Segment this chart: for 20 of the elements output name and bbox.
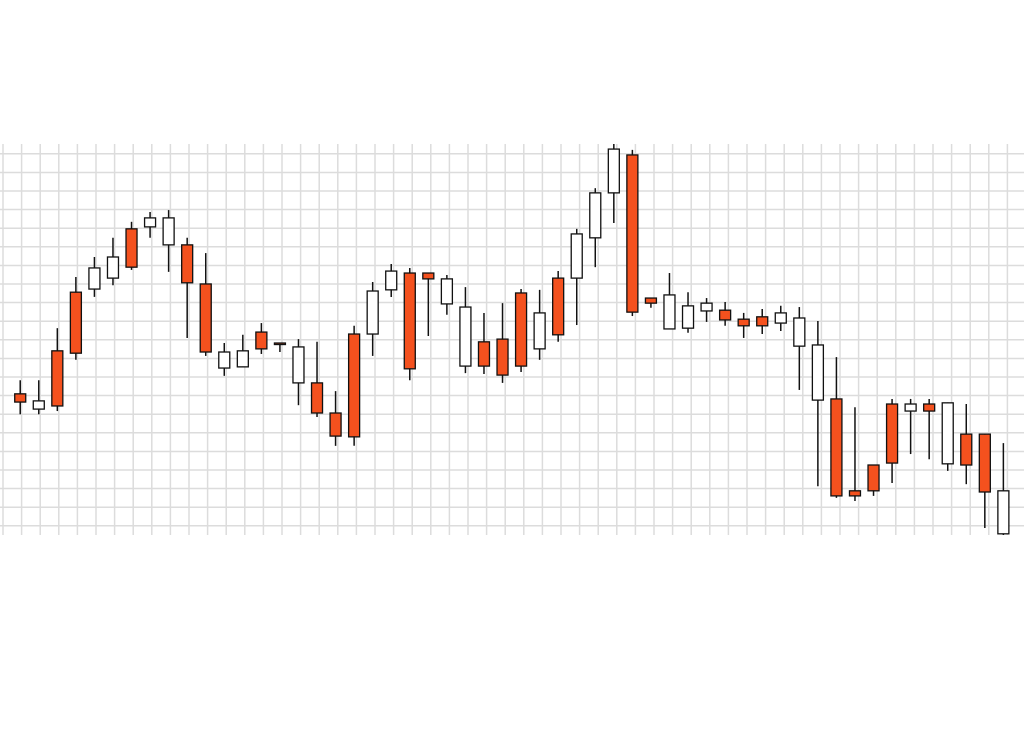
candlestick (923, 398, 936, 460)
candlestick (329, 390, 342, 447)
candlestick (273, 342, 287, 353)
candlestick (255, 322, 268, 355)
candlestick (422, 272, 435, 337)
candlestick (32, 379, 45, 415)
candlestick (143, 211, 157, 239)
candlestick (700, 297, 713, 323)
candlestick (718, 301, 732, 327)
candlestick (774, 305, 787, 332)
candlestick (106, 237, 120, 286)
candlestick (236, 334, 249, 368)
candlestick (218, 342, 231, 377)
candlestick (848, 406, 862, 502)
candlestick (88, 256, 101, 298)
candlestick (385, 263, 398, 298)
candlestick (904, 398, 917, 455)
candlestick (681, 291, 695, 334)
candlestick (14, 379, 27, 415)
candlestick (756, 308, 769, 335)
